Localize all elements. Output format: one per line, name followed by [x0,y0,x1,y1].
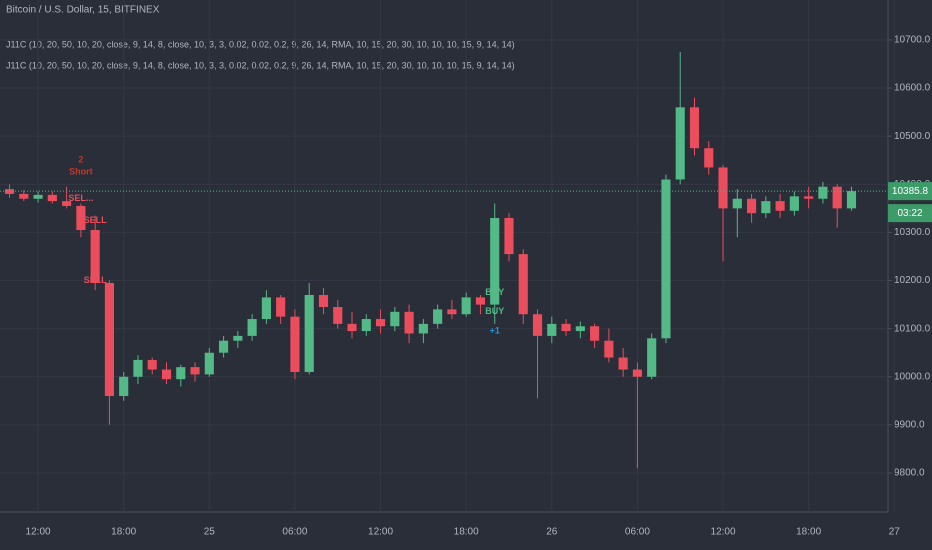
indicator-label: J11C (10, 20, 50, 10, 20, close, 9, 14, … [6,39,515,49]
candle-body [276,297,286,317]
annotation: SELL [84,275,108,285]
candle-body [47,194,57,202]
candle-body [561,323,571,332]
indicator-label: J11C (10, 20, 50, 10, 20, close, 9, 14, … [6,60,515,70]
candle-body [789,196,799,211]
candle-body [404,311,414,334]
candle-body [90,230,100,283]
candle-body [804,196,814,199]
x-tick-label: 06:00 [282,527,307,538]
x-tick-label: 06:00 [625,527,650,538]
candle-body [447,309,457,315]
annotation: SELL [84,215,108,225]
candle-body [604,340,614,358]
candle-body [647,338,657,377]
y-tick-label: 10300.0 [894,227,931,238]
y-tick-label: 10600.0 [894,83,931,94]
y-tick-label: 10700.0 [894,35,931,46]
candle-body [390,311,400,327]
x-tick-label: 12:00 [711,527,736,538]
candle-body [261,297,271,320]
annotation: BUY [485,287,504,297]
candle-body [361,319,371,332]
candle-body [689,107,700,149]
candle-body [518,254,528,315]
annotation: 2 [78,155,83,165]
candle-body [704,148,714,168]
candle-body [747,198,757,214]
candle-body [161,369,172,380]
candle-body [290,316,300,372]
last-price-box [888,182,932,201]
candle-body [219,340,229,353]
candle-body [504,217,514,255]
y-tick-label: 10000.0 [894,371,931,382]
countdown-box [888,204,932,223]
annotation: +1 [490,325,500,335]
candle-body [575,326,585,332]
candle-body [433,309,443,324]
candle-body [233,335,243,341]
candle-body [304,294,314,372]
candle-body [775,201,785,211]
candle-body [62,201,72,206]
candle-body [176,367,186,380]
candle-body [147,359,157,370]
candle-body [846,191,857,209]
candle-body [632,369,642,377]
candle-body [532,314,543,336]
annotation: Short [69,167,93,177]
x-tick-label: 18:00 [111,527,136,538]
candle-body [133,359,143,377]
candle-body [675,107,685,180]
candle-body [104,282,114,397]
candle-body [661,179,671,339]
candle-body [732,198,742,209]
candle-body [832,186,842,209]
candle-body [490,217,500,305]
candle-body [190,367,200,375]
candle-body [347,323,357,332]
y-tick-label: 10100.0 [894,323,931,334]
annotation: BUY [485,306,504,316]
y-tick-label: 10500.0 [894,131,931,142]
candle-body [76,205,86,231]
countdown-label: 03:22 [897,208,922,219]
candle-body [247,319,257,336]
x-tick-label: 12:00 [26,527,51,538]
x-tick-label: 18:00 [454,527,479,538]
last-price-label: 10385.8 [892,186,929,197]
y-tick-label: 9900.0 [894,420,925,431]
candle-body [119,376,129,397]
y-tick-label: 10200.0 [894,275,931,286]
x-tick-label: 12:00 [368,527,393,538]
candle-body [761,201,771,214]
candle-body [590,326,600,341]
candle-body [375,319,386,327]
x-tick-label: 27 [889,527,901,538]
candle-body [333,307,343,324]
candle-body [818,186,828,199]
x-tick-label: 18:00 [796,527,821,538]
y-tick-label: 9800.0 [894,468,925,479]
candle-body [461,297,471,315]
x-tick-label: 25 [204,527,216,538]
annotation: SEL... [68,193,93,203]
candle-body [475,297,486,305]
candle-body [718,167,728,209]
candle-body [204,352,214,375]
x-tick-label: 26 [546,527,558,538]
chart-title: Bitcoin / U.S. Dollar, 15, BITFINEX [6,5,160,16]
candle-body [19,193,29,199]
candle-body [33,194,43,199]
candle-body [418,323,428,334]
candle-body [618,357,628,370]
candle-body [547,323,557,336]
candle-body [318,294,329,308]
